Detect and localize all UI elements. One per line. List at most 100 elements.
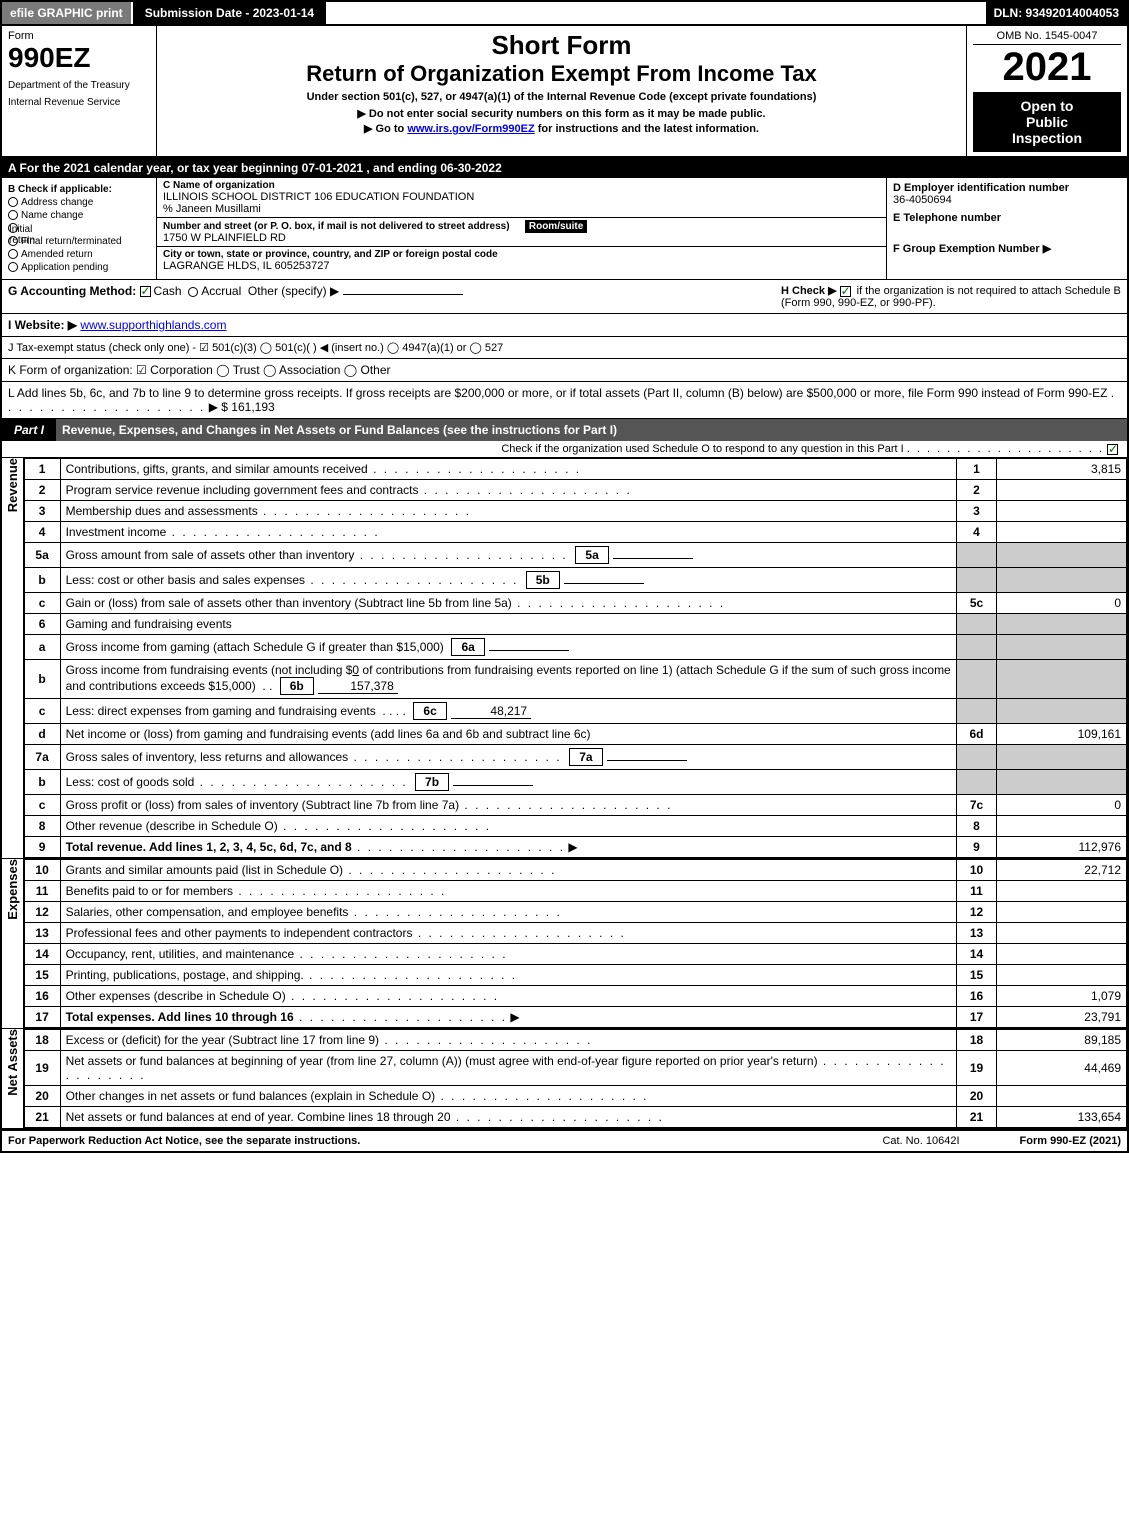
col-b-checkboxes: B Check if applicable: Address change Na… bbox=[2, 178, 157, 279]
expenses-vert-label: Expenses bbox=[2, 859, 24, 1028]
row-a-tax-year: A For the 2021 calendar year, or tax yea… bbox=[2, 158, 1127, 178]
form-page: efile GRAPHIC print Submission Date - 20… bbox=[0, 0, 1129, 1153]
cb-name[interactable]: Name change bbox=[8, 210, 150, 221]
line-12: 12Salaries, other compensation, and empl… bbox=[24, 902, 1126, 923]
open-line3: Inspection bbox=[977, 130, 1117, 146]
revenue-vert-label: Revenue bbox=[2, 458, 24, 858]
efile-graphic: efile GRAPHIC print bbox=[2, 2, 131, 24]
line-21: 21Net assets or fund balances at end of … bbox=[24, 1107, 1126, 1128]
ein: 36-4050694 bbox=[893, 194, 1121, 206]
header-left: Form 990EZ Department of the Treasury In… bbox=[2, 26, 157, 156]
under-section: Under section 501(c), 527, or 4947(a)(1)… bbox=[165, 91, 958, 103]
line-2: 2Program service revenue including gover… bbox=[24, 480, 1126, 501]
city-label: City or town, state or province, country… bbox=[163, 249, 880, 260]
line-17: 17Total expenses. Add lines 10 through 1… bbox=[24, 1007, 1126, 1028]
care-of: % Janeen Musillami bbox=[163, 203, 880, 215]
cb-schedule-b[interactable] bbox=[840, 286, 851, 297]
footer-form-id: Form 990-EZ (2021) bbox=[1020, 1135, 1121, 1147]
row-i-website: I Website: ▶ www.supporthighlands.com bbox=[2, 314, 1127, 337]
l-val: 161,193 bbox=[231, 400, 274, 414]
netassets-section: Net Assets 18Excess or (deficit) for the… bbox=[2, 1029, 1127, 1129]
return-title: Return of Organization Exempt From Incom… bbox=[165, 61, 958, 87]
c-label: C Name of organization bbox=[163, 180, 880, 191]
org-name-block: C Name of organization ILLINOIS SCHOOL D… bbox=[157, 178, 886, 218]
col-def: D Employer identification number 36-4050… bbox=[887, 178, 1127, 279]
line-14: 14Occupancy, rent, utilities, and mainte… bbox=[24, 944, 1126, 965]
part1-title: Revenue, Expenses, and Changes in Net As… bbox=[56, 419, 1127, 441]
line-11: 11Benefits paid to or for members11 bbox=[24, 881, 1126, 902]
open-public-box: Open to Public Inspection bbox=[973, 92, 1121, 152]
i-label: I Website: ▶ bbox=[8, 318, 77, 332]
line-6b: bGross income from fundraising events (n… bbox=[24, 660, 1126, 699]
goto-post: for instructions and the latest informat… bbox=[538, 123, 759, 135]
cb-pending[interactable]: Application pending bbox=[8, 262, 150, 273]
col-c-org: C Name of organization ILLINOIS SCHOOL D… bbox=[157, 178, 887, 279]
submission-date: Submission Date - 2023-01-14 bbox=[133, 2, 326, 24]
street-label: Number and street (or P. O. box, if mail… bbox=[163, 221, 510, 232]
line-18: 18Excess or (deficit) for the year (Subt… bbox=[24, 1030, 1126, 1051]
street: 1750 W PLAINFIELD RD bbox=[163, 232, 880, 244]
group-exempt-block: F Group Exemption Number ▶ bbox=[893, 242, 1121, 255]
e-label: E Telephone number bbox=[893, 212, 1121, 224]
line-20: 20Other changes in net assets or fund ba… bbox=[24, 1086, 1126, 1107]
efile-label: efile GRAPHIC print bbox=[10, 6, 123, 20]
topbar: efile GRAPHIC print Submission Date - 20… bbox=[2, 2, 1127, 26]
cb-address[interactable]: Address change bbox=[8, 197, 150, 208]
dln: DLN: 93492014004053 bbox=[986, 2, 1127, 24]
line-7b: bLess: cost of goods sold 7b bbox=[24, 770, 1126, 795]
l-text: L Add lines 5b, 6c, and 7b to line 9 to … bbox=[8, 386, 1107, 400]
d-label: D Employer identification number bbox=[893, 182, 1121, 194]
line-1: 1Contributions, gifts, grants, and simil… bbox=[24, 459, 1126, 480]
cb-schedule-o[interactable] bbox=[1107, 444, 1118, 455]
g-accounting: G Accounting Method: Cash Accrual Other … bbox=[8, 284, 781, 309]
h-check: H Check ▶ if the organization is not req… bbox=[781, 284, 1121, 309]
header-center: Short Form Return of Organization Exempt… bbox=[157, 26, 967, 156]
dept-treasury: Department of the Treasury bbox=[8, 80, 150, 91]
row-gh: G Accounting Method: Cash Accrual Other … bbox=[2, 280, 1127, 314]
b-label: B Check if applicable: bbox=[8, 184, 150, 195]
cb-initial[interactable]: Initial return bbox=[8, 223, 150, 234]
line-13: 13Professional fees and other payments t… bbox=[24, 923, 1126, 944]
l-arrow: ▶ $ bbox=[209, 400, 228, 414]
cb-accrual[interactable] bbox=[188, 287, 198, 297]
line-9: 9Total revenue. Add lines 1, 2, 3, 4, 5c… bbox=[24, 837, 1126, 858]
tax-year: 2021 bbox=[973, 45, 1121, 90]
line-6a: aGross income from gaming (attach Schedu… bbox=[24, 635, 1126, 660]
ssn-notice: ▶ Do not enter social security numbers o… bbox=[165, 107, 958, 120]
cb-amended[interactable]: Amended return bbox=[8, 249, 150, 260]
g-other: Other (specify) ▶ bbox=[248, 284, 339, 298]
ein-block: D Employer identification number 36-4050… bbox=[893, 182, 1121, 206]
footer: For Paperwork Reduction Act Notice, see … bbox=[2, 1129, 1127, 1151]
netassets-table: 18Excess or (deficit) for the year (Subt… bbox=[24, 1029, 1127, 1128]
line-10: 10Grants and similar amounts paid (list … bbox=[24, 860, 1126, 881]
city: LAGRANGE HLDS, IL 605253727 bbox=[163, 260, 880, 272]
cb-final[interactable]: Final return/terminated bbox=[8, 236, 150, 247]
g-label: G Accounting Method: bbox=[8, 284, 136, 298]
line-8: 8Other revenue (describe in Schedule O)8 bbox=[24, 816, 1126, 837]
line-7a: 7aGross sales of inventory, less returns… bbox=[24, 745, 1126, 770]
part1-header: Part I Revenue, Expenses, and Changes in… bbox=[2, 419, 1127, 441]
revenue-table: 1Contributions, gifts, grants, and simil… bbox=[24, 458, 1127, 858]
line-7c: cGross profit or (loss) from sales of in… bbox=[24, 795, 1126, 816]
line-19: 19Net assets or fund balances at beginni… bbox=[24, 1051, 1126, 1086]
line-5a: 5aGross amount from sale of assets other… bbox=[24, 543, 1126, 568]
expenses-section: Expenses 10Grants and similar amounts pa… bbox=[2, 859, 1127, 1029]
revenue-section: Revenue 1Contributions, gifts, grants, a… bbox=[2, 458, 1127, 859]
cb-cash[interactable] bbox=[140, 286, 151, 297]
part1-tab: Part I bbox=[2, 419, 56, 441]
irs-link[interactable]: www.irs.gov/Form990EZ bbox=[407, 123, 534, 135]
section-bcdef: B Check if applicable: Address change Na… bbox=[2, 178, 1127, 280]
row-k-org-form: K Form of organization: ☑ Corporation ◯ … bbox=[2, 359, 1127, 382]
short-form-title: Short Form bbox=[165, 30, 958, 61]
open-line1: Open to bbox=[977, 98, 1117, 114]
f-label: F Group Exemption Number ▶ bbox=[893, 242, 1121, 255]
goto-pre: ▶ Go to bbox=[364, 123, 407, 135]
open-line2: Public bbox=[977, 114, 1117, 130]
part1-sub: Check if the organization used Schedule … bbox=[2, 441, 1127, 458]
netassets-vert-label: Net Assets bbox=[2, 1029, 24, 1128]
city-block: City or town, state or province, country… bbox=[157, 247, 886, 274]
line-3: 3Membership dues and assessments3 bbox=[24, 501, 1126, 522]
footer-cat-no: Cat. No. 10642I bbox=[882, 1135, 959, 1147]
h-label: H Check ▶ bbox=[781, 285, 837, 297]
website-link[interactable]: www.supporthighlands.com bbox=[80, 318, 226, 332]
